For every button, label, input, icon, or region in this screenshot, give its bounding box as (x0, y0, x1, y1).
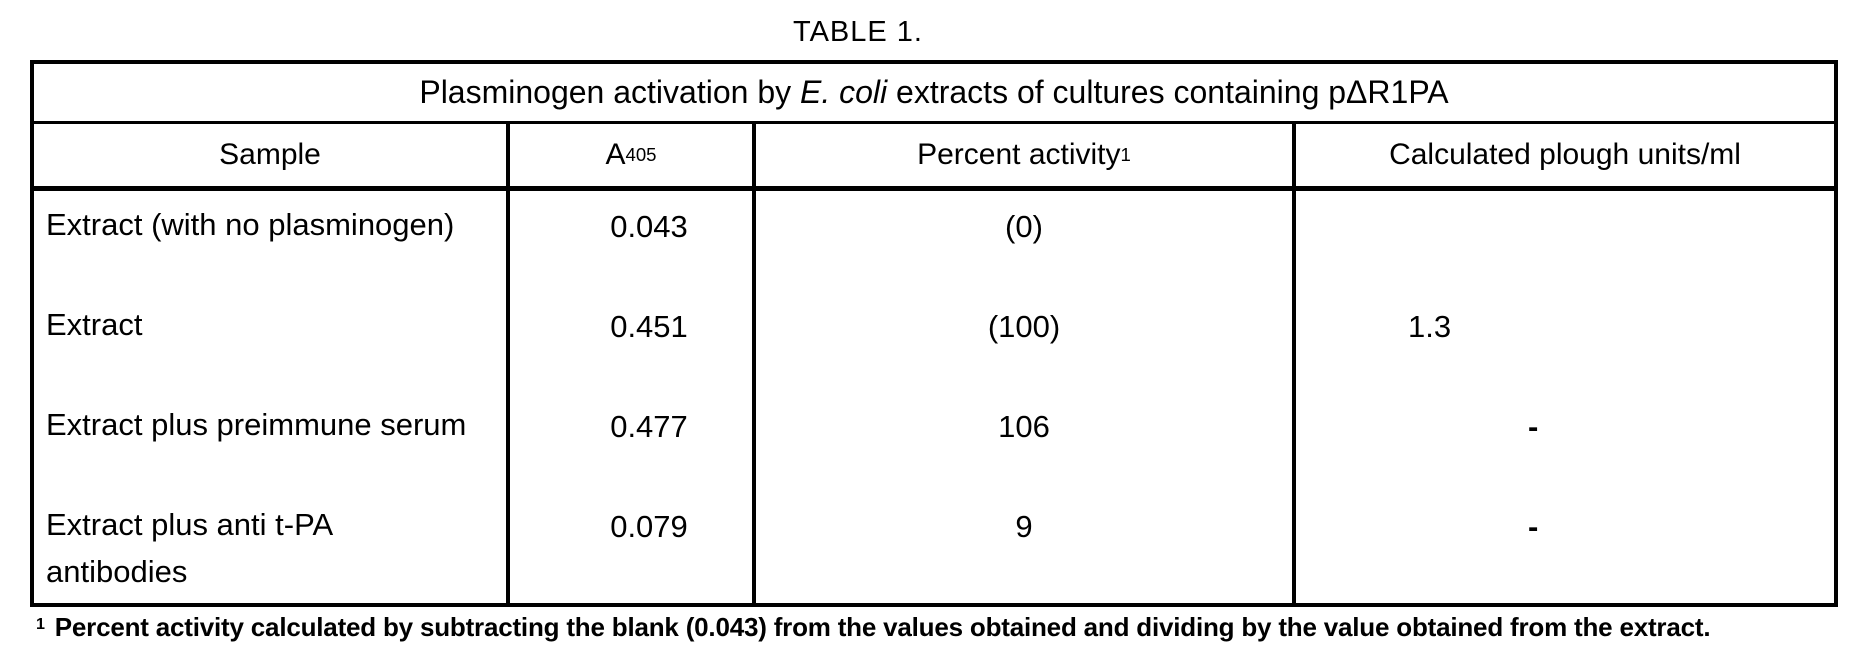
data-table: Plasminogen activation by E. coli extrac… (30, 60, 1838, 607)
caption-text-suffix: extracts of cultures containing pΔR1PA (887, 74, 1449, 110)
cell-r4-plough: - (1528, 509, 1539, 544)
footnote-text: Percent activity calculated by subtracti… (54, 612, 1711, 642)
header-a405-base: A (605, 138, 626, 171)
header-plough-units: Calculated plough units/ml (1296, 124, 1834, 186)
cell-r3-sample: Extract plus preimmune serum (46, 407, 467, 442)
header-a405: A 405 (510, 124, 756, 186)
table-title: TABLE 1. (793, 16, 923, 48)
caption-text-prefix: Plasminogen activation by (419, 74, 800, 110)
table-header-row: Sample A 405 Percent activity 1 Calculated… (34, 124, 1834, 191)
cell-r3-a405: 0.477 (610, 409, 688, 444)
caption-organism-italic: E. coli (800, 74, 888, 110)
cell-r1-a405: 0.043 (610, 209, 688, 244)
header-sample-label: Sample (219, 138, 321, 171)
cell-r4-percent: 9 (1015, 509, 1033, 544)
footnote-superscript: 1 (36, 614, 45, 633)
table-body: Extract (with no plasminogen) Extract Ex… (34, 191, 1834, 603)
column-plough-units: 1.3 - - (1296, 191, 1834, 603)
table-caption: Plasminogen activation by E. coli extrac… (34, 64, 1834, 124)
cell-r2-percent: (100) (987, 309, 1061, 344)
cell-r1-plough (1296, 191, 1834, 291)
cell-r3-percent: 106 (998, 409, 1050, 444)
cell-r1-sample: Extract (with no plasminogen) (46, 207, 455, 242)
column-percent-activity: (0) (100) 106 9 (756, 191, 1296, 603)
table-footnote: 1 Percent activity calculated by subtract… (36, 612, 1711, 643)
cell-r2-sample: Extract (46, 307, 143, 342)
header-percent-activity: Percent activity 1 (756, 124, 1296, 186)
cell-r3-plough: - (1528, 409, 1539, 444)
column-a405: 0.043 0.451 0.477 0.079 (510, 191, 756, 603)
cell-r1-percent: (0) (1005, 209, 1043, 244)
cell-r2-plough: 1.3 (1408, 309, 1452, 344)
header-plough-label: Calculated plough units/ml (1389, 138, 1741, 171)
column-sample: Extract (with no plasminogen) Extract Ex… (34, 191, 510, 603)
header-sample: Sample (34, 124, 510, 186)
cell-r4-a405: 0.079 (610, 509, 688, 544)
header-percent-base: Percent activity (917, 138, 1121, 171)
cell-r2-a405: 0.451 (610, 309, 688, 344)
cell-r4-sample: Extract plus anti t-PA antibodies (46, 507, 334, 589)
